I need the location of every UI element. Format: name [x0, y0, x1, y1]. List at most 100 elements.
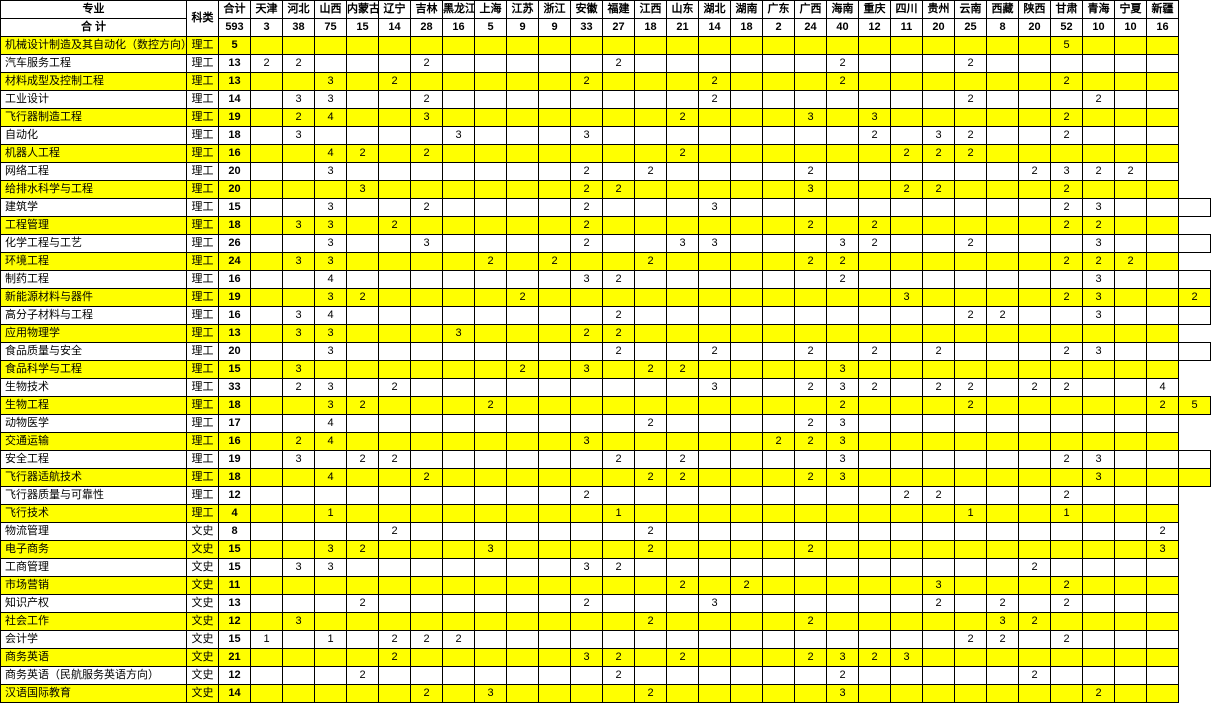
- value-cell: [1083, 523, 1115, 541]
- value-cell: 2: [507, 361, 539, 379]
- value-cell: 2: [347, 595, 379, 613]
- value-cell: 3: [315, 559, 347, 577]
- value-cell: 2: [987, 631, 1019, 649]
- value-cell: [635, 343, 667, 361]
- value-cell: [1115, 271, 1147, 289]
- value-cell: [507, 307, 539, 325]
- value-cell: [795, 667, 827, 685]
- value-cell: 2: [251, 55, 283, 73]
- value-cell: [571, 631, 603, 649]
- value-cell: [891, 595, 923, 613]
- value-cell: 3: [315, 379, 347, 397]
- row-total: 18: [219, 217, 251, 235]
- value-cell: 2: [571, 73, 603, 91]
- value-cell: [571, 307, 603, 325]
- value-cell: [475, 199, 507, 217]
- header-province: 山西: [315, 1, 347, 19]
- major-name: 电子商务: [1, 541, 187, 559]
- value-cell: [763, 541, 795, 559]
- value-cell: [1019, 505, 1051, 523]
- value-cell: 3: [1083, 451, 1115, 469]
- value-cell: [635, 505, 667, 523]
- value-cell: [795, 91, 827, 109]
- major-name: 网络工程: [1, 163, 187, 181]
- value-cell: [891, 469, 923, 487]
- value-cell: [1019, 523, 1051, 541]
- value-cell: 2: [859, 127, 891, 145]
- value-cell: 3: [315, 343, 347, 361]
- value-cell: [699, 559, 731, 577]
- value-cell: [1051, 397, 1083, 415]
- header-province: 西藏: [987, 1, 1019, 19]
- value-cell: [987, 37, 1019, 55]
- row-total: 16: [219, 145, 251, 163]
- value-cell: [987, 487, 1019, 505]
- value-cell: [955, 595, 987, 613]
- value-cell: [667, 253, 699, 271]
- value-cell: [987, 217, 1019, 235]
- value-cell: [411, 343, 443, 361]
- value-cell: 3: [795, 181, 827, 199]
- value-cell: [411, 667, 443, 685]
- value-cell: 2: [987, 307, 1019, 325]
- value-cell: [251, 91, 283, 109]
- value-cell: [283, 631, 315, 649]
- value-cell: 2: [603, 451, 635, 469]
- value-cell: 3: [283, 91, 315, 109]
- value-cell: [347, 361, 379, 379]
- value-cell: 2: [475, 253, 507, 271]
- value-cell: [1083, 361, 1115, 379]
- value-cell: [891, 253, 923, 271]
- value-cell: 2: [379, 523, 411, 541]
- value-cell: [1147, 307, 1179, 325]
- value-cell: 2: [379, 631, 411, 649]
- value-cell: [795, 127, 827, 145]
- value-cell: [891, 559, 923, 577]
- category-cell: 理工: [187, 487, 219, 505]
- value-cell: 3: [315, 397, 347, 415]
- value-cell: [443, 253, 475, 271]
- value-cell: 3: [667, 235, 699, 253]
- value-cell: [1019, 361, 1051, 379]
- value-cell: [347, 91, 379, 109]
- value-cell: [539, 91, 571, 109]
- header-province: 宁夏: [1115, 1, 1147, 19]
- value-cell: [763, 649, 795, 667]
- value-cell: 2: [347, 145, 379, 163]
- summary-value: 8: [987, 19, 1019, 37]
- value-cell: 2: [955, 379, 987, 397]
- value-cell: 2: [795, 343, 827, 361]
- value-cell: [763, 379, 795, 397]
- value-cell: [283, 415, 315, 433]
- value-cell: [507, 343, 539, 361]
- value-cell: [283, 469, 315, 487]
- major-name: 飞行器制造工程: [1, 109, 187, 127]
- value-cell: [859, 415, 891, 433]
- value-cell: 2: [1051, 217, 1083, 235]
- value-cell: [507, 181, 539, 199]
- value-cell: [891, 343, 923, 361]
- value-cell: [1115, 631, 1147, 649]
- value-cell: [443, 523, 475, 541]
- row-total: 4: [219, 505, 251, 523]
- value-cell: [891, 199, 923, 217]
- value-cell: [923, 55, 955, 73]
- value-cell: 2: [891, 181, 923, 199]
- value-cell: 3: [283, 217, 315, 235]
- value-cell: 3: [795, 109, 827, 127]
- value-cell: [475, 469, 507, 487]
- value-cell: [891, 37, 923, 55]
- value-cell: [795, 685, 827, 703]
- value-cell: [859, 307, 891, 325]
- value-cell: [411, 325, 443, 343]
- value-cell: 3: [315, 73, 347, 91]
- value-cell: [283, 73, 315, 91]
- value-cell: [635, 109, 667, 127]
- value-cell: 2: [859, 379, 891, 397]
- value-cell: [763, 613, 795, 631]
- row-total: 15: [219, 631, 251, 649]
- table-row: 飞行技术理工41111: [1, 505, 1211, 523]
- value-cell: [699, 307, 731, 325]
- value-cell: [315, 361, 347, 379]
- category-cell: 理工: [187, 325, 219, 343]
